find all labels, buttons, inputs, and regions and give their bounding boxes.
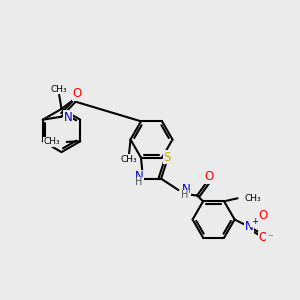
Text: O: O [259,209,268,222]
Text: O: O [204,170,213,183]
Text: CH₃: CH₃ [44,137,60,146]
Text: CH₃: CH₃ [121,155,137,164]
Text: S: S [164,151,171,164]
Text: CH₃: CH₃ [51,85,68,94]
Text: N: N [182,183,190,196]
Text: O: O [259,231,268,244]
Text: H: H [182,190,189,200]
Text: N: N [64,111,72,124]
Text: O: O [73,87,82,101]
Text: N: N [134,170,143,183]
Text: N: N [245,220,254,233]
Text: CH₃: CH₃ [244,194,261,203]
Text: ⁻: ⁻ [267,233,273,243]
Text: +: + [251,217,259,226]
Text: H: H [135,177,142,187]
